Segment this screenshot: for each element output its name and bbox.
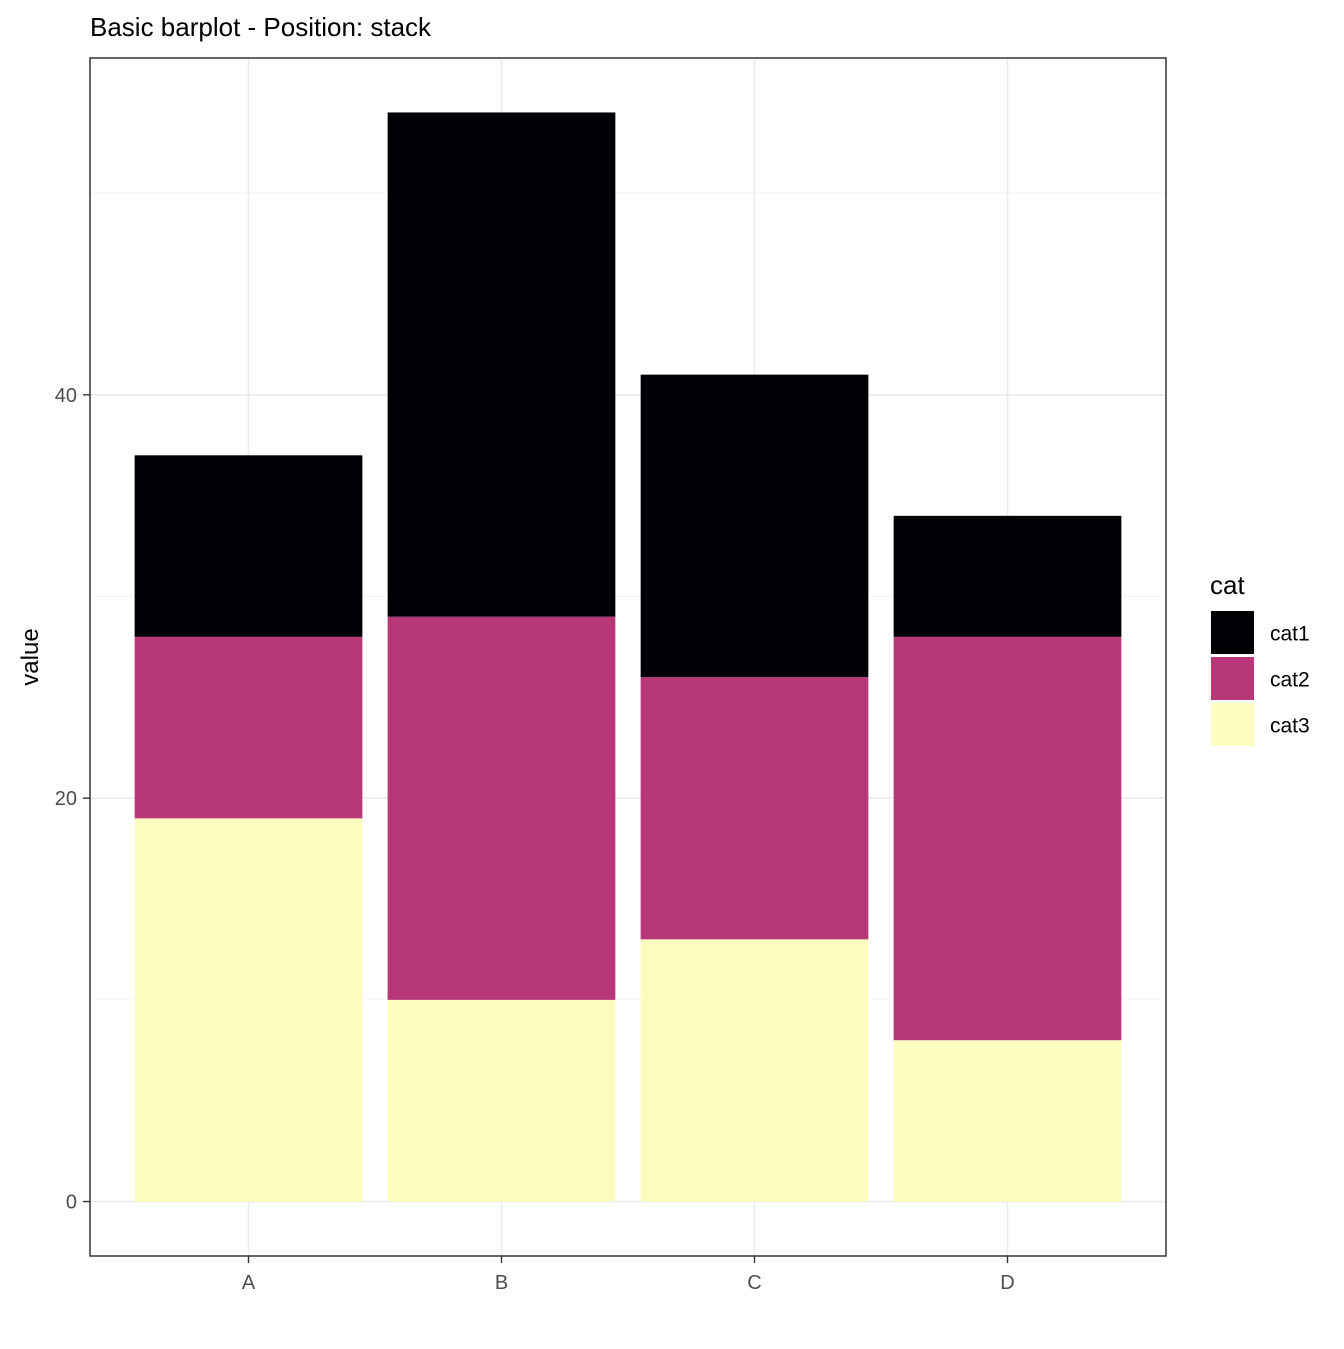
plot-panel-border <box>89 57 1167 1257</box>
x-tick-label: D <box>1000 1272 1014 1294</box>
legend-title: cat <box>1210 570 1245 600</box>
y-axis-label: value <box>17 628 44 685</box>
legend-key-cat2 <box>1211 657 1254 700</box>
legend-label-cat3: cat3 <box>1270 715 1310 738</box>
bar-C-cat1 <box>640 374 869 678</box>
bar-D-cat3 <box>893 1040 1122 1202</box>
bar-A-cat2 <box>134 636 363 819</box>
bar-D-cat2 <box>893 636 1122 1041</box>
bar-A-cat3 <box>134 818 363 1202</box>
bar-B-cat3 <box>387 999 616 1202</box>
bars <box>134 112 1122 1202</box>
plot-area: 0 20 40 A B C D <box>55 57 1167 1294</box>
bar-B-cat2 <box>387 616 616 1000</box>
y-axis: 0 20 40 <box>55 385 90 1214</box>
bar-A-cat1 <box>134 455 363 637</box>
chart-title: Basic barplot - Position: stack <box>90 12 432 42</box>
x-axis: A B C D <box>242 1256 1015 1294</box>
legend-key-cat1 <box>1211 611 1254 654</box>
legend-key-cat3 <box>1211 703 1254 746</box>
bar-D-cat1 <box>893 515 1122 637</box>
legend: cat cat1 cat2 cat3 <box>1210 570 1310 746</box>
bar-C-cat3 <box>640 939 869 1202</box>
legend-label-cat1: cat1 <box>1270 623 1310 646</box>
y-tick-label: 0 <box>66 1192 77 1214</box>
x-tick-label: C <box>747 1272 761 1294</box>
x-tick-label: A <box>242 1272 256 1294</box>
bar-B-cat1 <box>387 112 616 617</box>
y-tick-label: 20 <box>55 788 77 810</box>
bar-C-cat2 <box>640 677 869 940</box>
legend-label-cat2: cat2 <box>1270 669 1310 692</box>
x-tick-label: B <box>495 1272 508 1294</box>
y-tick-label: 40 <box>55 385 77 407</box>
